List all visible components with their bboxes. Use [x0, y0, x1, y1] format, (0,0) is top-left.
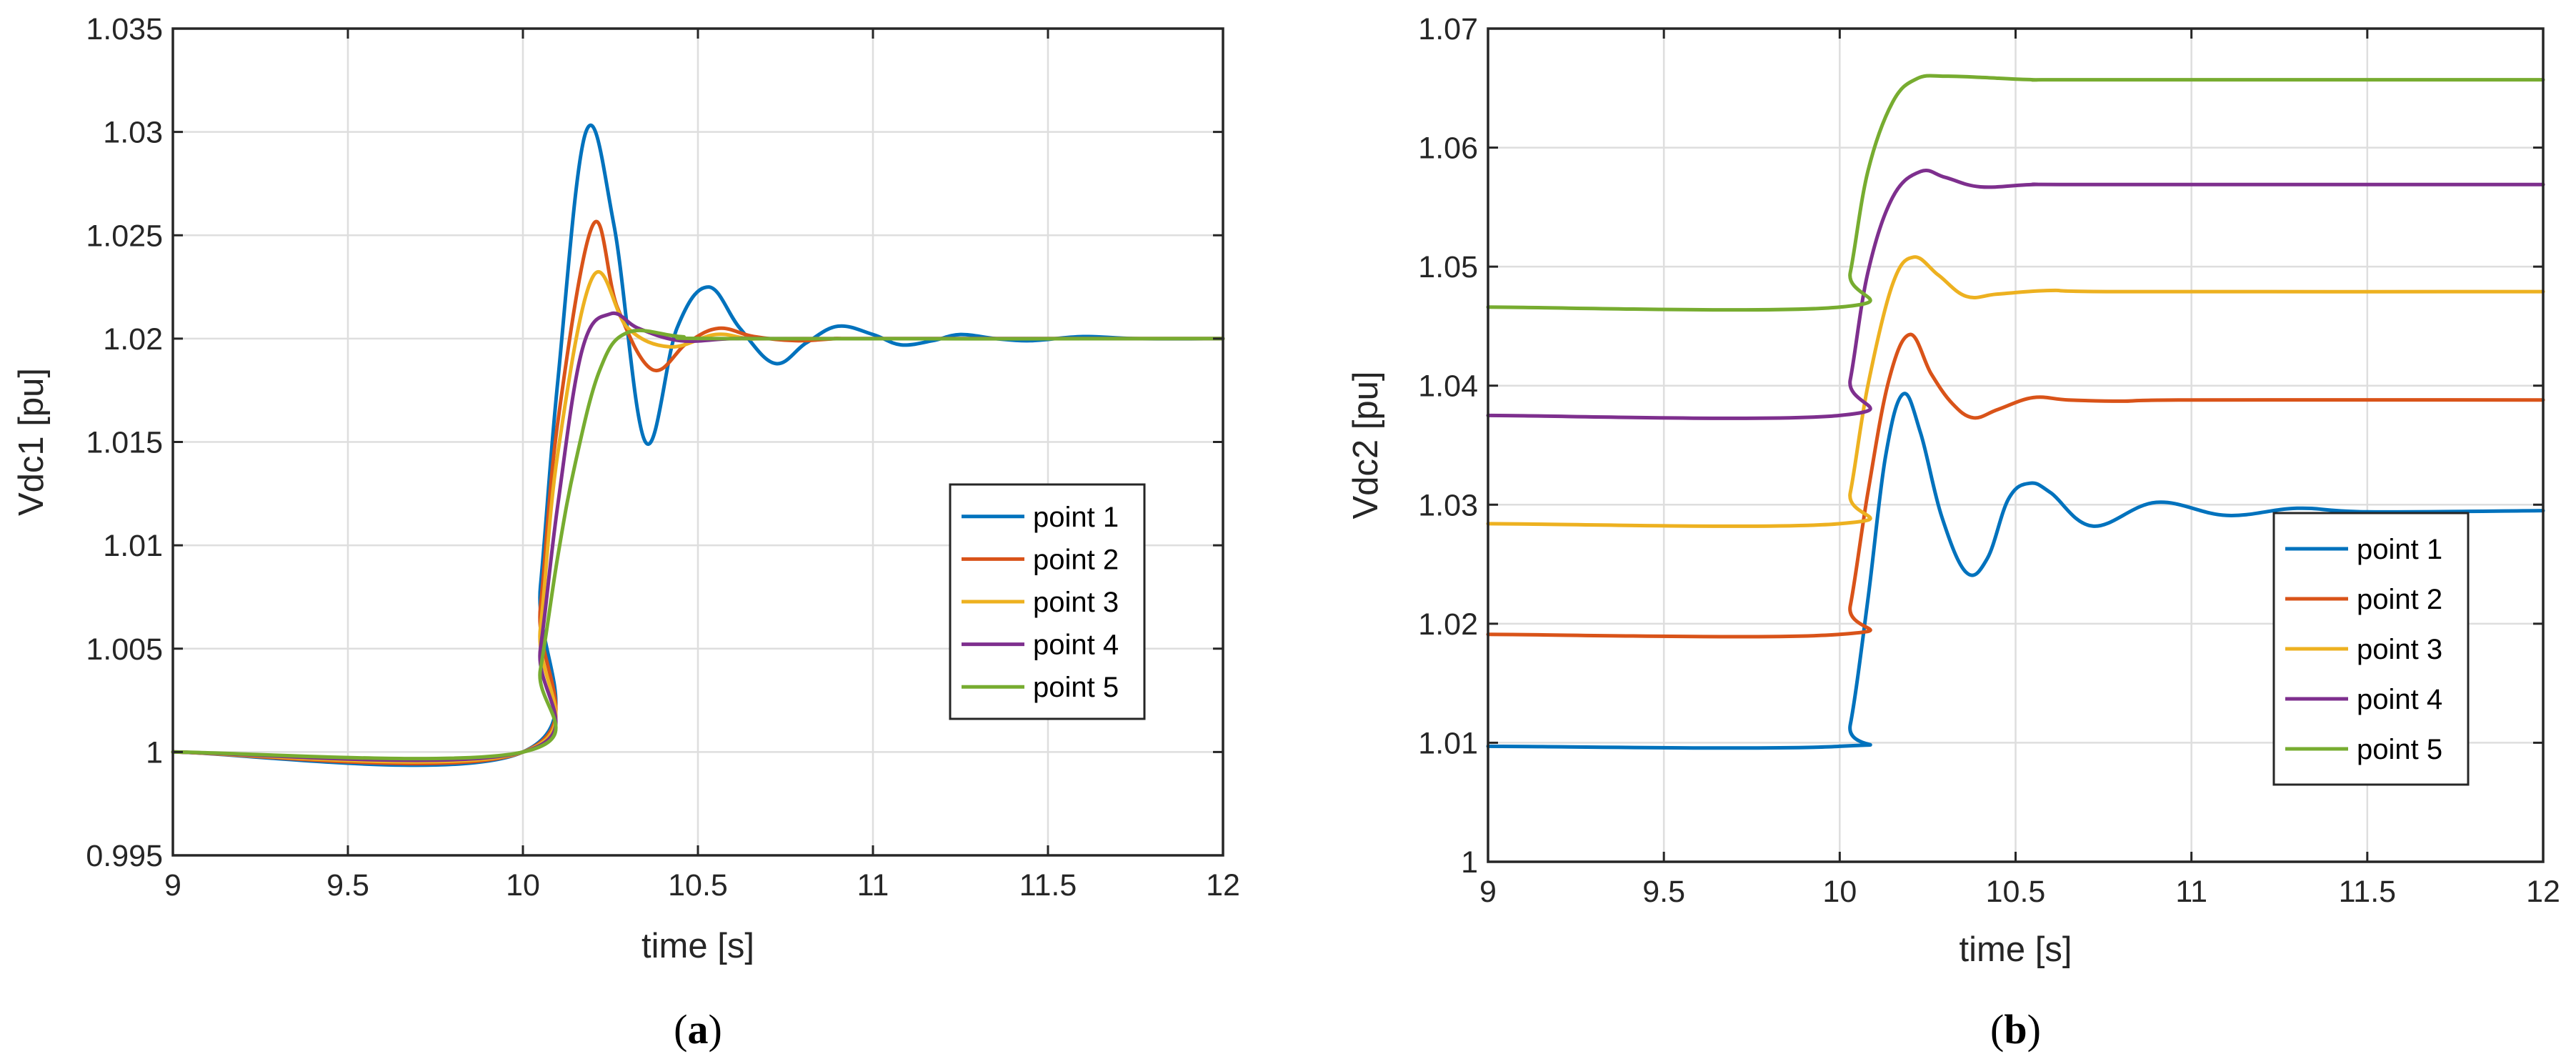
series-line-point-3	[1486, 255, 2545, 528]
y-tick-label: 0.995	[86, 839, 163, 873]
x-tick-label: 10.5	[1986, 875, 2046, 909]
y-tick-label: 1.06	[1418, 131, 1478, 166]
panel-letter: a	[688, 1006, 709, 1053]
series-group	[1486, 74, 2545, 750]
y-tick-label: 1.025	[86, 219, 163, 253]
x-tick-label: 10	[506, 868, 540, 903]
y-tick-label: 1.02	[1418, 607, 1478, 642]
legend-label: point 5	[2357, 734, 2442, 765]
panel-label: (a)	[674, 1006, 722, 1053]
y-tick-label: 1.015	[86, 426, 163, 460]
y-tick-label: 1.04	[1418, 369, 1478, 404]
x-tick-label: 9	[164, 868, 181, 903]
legend: point 1 point 2 point 3 point 4 point 5	[2272, 512, 2470, 786]
y-tick-label: 1.03	[1418, 488, 1478, 522]
x-tick-label: 10	[1822, 875, 1857, 909]
legend-label: point 5	[1033, 672, 1119, 703]
x-axis-label: time [s]	[1960, 930, 2072, 969]
legend-label: point 2	[2357, 584, 2442, 615]
legend-label: point 3	[1033, 587, 1119, 618]
panel-letter: b	[2004, 1006, 2027, 1053]
x-tick-label: 12	[2526, 875, 2560, 909]
x-tick-label: 11	[857, 868, 889, 903]
x-tick-label: 11	[2175, 875, 2207, 909]
legend: point 1 point 2 point 3 point 4 point 5	[949, 483, 1146, 720]
y-tick-label: 1	[146, 735, 163, 770]
y-tick-label: 1.03	[103, 116, 163, 150]
x-tick-label: 9	[1479, 875, 1497, 909]
y-tick-label: 1.07	[1418, 12, 1478, 46]
x-tick-label: 12	[1206, 868, 1240, 903]
series-line-point-2	[1486, 332, 2545, 639]
y-tick-label: 1.005	[86, 632, 163, 667]
y-axis-label: Vdc2 [pu]	[1347, 371, 1385, 519]
y-tick-label: 1.01	[103, 529, 163, 563]
legend-label: point 2	[1033, 544, 1119, 575]
x-tick-label: 10.5	[668, 868, 728, 903]
chart-panel-a: 9 9.5 10 10.5 11 11.5 12 0.995 1 1.005 1.01 1.015 1.…	[12, 12, 1240, 1053]
y-tick-label: 1.035	[86, 12, 163, 46]
panel-label: (b)	[1990, 1006, 2041, 1053]
y-tick-label: 1.02	[103, 322, 163, 357]
chart-panel-b: 9 9.5 10 10.5 11 11.5 12 1 1.01 1.02 1.03 1.04 1.05 1…	[1347, 12, 2560, 1053]
legend-label: point 1	[2357, 534, 2442, 565]
x-tick-label: 9.5	[326, 868, 369, 903]
series-line-point-1	[1486, 392, 2545, 750]
legend-label: point 3	[2357, 634, 2442, 665]
legend-label: point 4	[2357, 684, 2442, 715]
x-tick-label: 9.5	[1642, 875, 1685, 909]
x-tick-label: 11.5	[1019, 868, 1077, 903]
series-group	[171, 124, 1225, 767]
series-line-point-5	[171, 328, 1225, 761]
x-tick-label: 11.5	[2339, 875, 2397, 909]
legend-label: point 1	[1033, 502, 1119, 533]
y-axis-label: Vdc1 [pu]	[12, 368, 51, 516]
series-line-point-5	[1486, 74, 2545, 312]
series-line-point-4	[1486, 168, 2545, 420]
y-tick-label: 1.01	[1418, 726, 1478, 760]
y-tick-label: 1.05	[1418, 250, 1478, 284]
legend-label: point 4	[1033, 630, 1119, 661]
y-tick-label: 1	[1461, 845, 1478, 880]
x-axis-label: time [s]	[641, 927, 754, 965]
